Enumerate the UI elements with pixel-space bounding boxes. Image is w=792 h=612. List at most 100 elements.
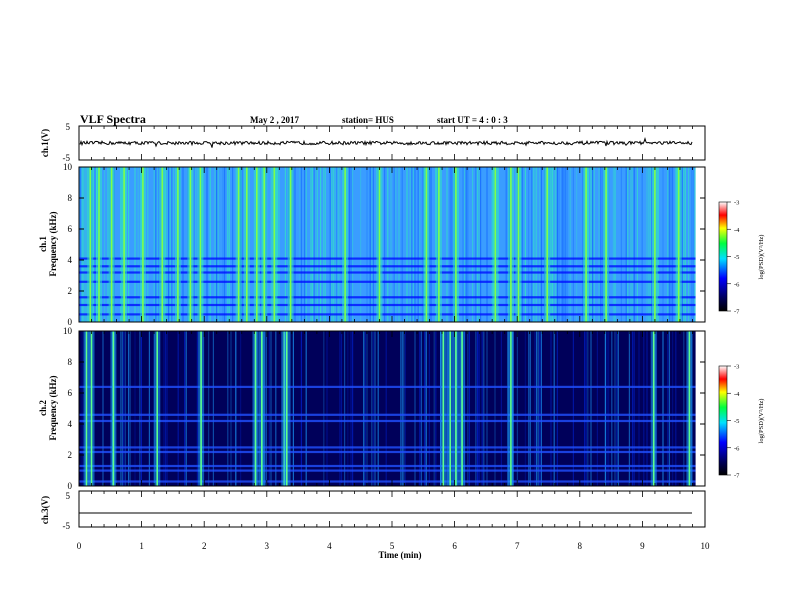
spectrogram-noise-streak (528, 167, 530, 322)
colorbar-tick-label: -6 (734, 445, 740, 452)
time-tick-label: 4 (327, 541, 332, 551)
spectrogram-noise-streak (300, 331, 302, 486)
spectrogram-noise-streak (134, 167, 136, 322)
spectrogram-noise-streak (481, 331, 483, 486)
spectrogram-noise-streak (667, 167, 669, 322)
spectrogram-noise-streak (310, 167, 312, 322)
spectrogram-broadband-event (177, 167, 179, 322)
spectrogram-noise-streak (649, 167, 651, 322)
spectrogram-noise-streak (592, 167, 594, 322)
spectrogram-noise-streak (596, 331, 598, 486)
spectrogram-broadband-event (286, 331, 288, 486)
spectrogram-noise-streak (449, 167, 451, 322)
spectrogram-noise-streak (299, 167, 301, 322)
spectrogram-noise-streak (428, 331, 430, 486)
spectrogram-noise-streak (507, 331, 509, 486)
spectrogram-noise-streak (155, 167, 157, 322)
spectrogram-noise-streak (102, 331, 104, 486)
spectrogram-frequency-band (79, 480, 696, 483)
time-tick-label: 7 (515, 541, 520, 551)
spectrogram-noise-streak (80, 167, 82, 322)
spectrogram-noise-streak (417, 167, 419, 322)
spectrogram-noise-streak (214, 167, 216, 322)
spectrogram-noise-streak (347, 331, 349, 486)
spectrogram-noise-streak (123, 331, 125, 486)
spectrogram-noise-streak (419, 331, 421, 486)
spectrogram-noise-streak (334, 167, 336, 322)
spectrogram-noise-streak (81, 331, 83, 486)
frequency-tick-label: 2 (68, 450, 73, 460)
spectrogram-noise-streak (412, 167, 414, 322)
spectrogram-frequency-band (79, 313, 696, 316)
spectrogram-noise-streak (670, 167, 672, 322)
colorbar-tick-label: -5 (734, 418, 739, 425)
spectrogram-noise-streak (156, 167, 158, 322)
spectrogram-noise-streak (584, 331, 586, 486)
spectrogram-broadband-event (605, 167, 607, 322)
spectrogram-noise-streak (182, 167, 184, 322)
frequency-tick-label: 8 (68, 193, 73, 203)
spectrogram-noise-streak (316, 167, 318, 322)
spectrogram-noise-streak (620, 167, 622, 322)
spectrogram-frequency-band (79, 446, 696, 449)
spectrogram-noise-streak (227, 331, 229, 486)
frequency-tick-label: 8 (68, 357, 73, 367)
spectrogram-noise-streak (363, 331, 365, 486)
time-tick-label: 10 (701, 541, 711, 551)
spectrogram-noise-streak (92, 167, 94, 322)
spectrogram-noise-streak (585, 331, 587, 486)
spectrogram-noise-streak (216, 167, 218, 322)
time-tick-label: 1 (139, 541, 144, 551)
spectrogram-noise-streak (366, 167, 368, 322)
spectrogram-noise-streak (206, 167, 208, 322)
spectrogram-noise-streak (536, 331, 538, 486)
spectrogram-noise-streak (537, 331, 539, 486)
spectrogram-broadband-event (90, 331, 93, 486)
spectrogram-noise-streak (374, 331, 376, 486)
spectrogram-noise-streak (563, 167, 565, 322)
spectrogram-noise-streak (320, 167, 322, 322)
spectrogram-noise-streak (222, 167, 224, 322)
spectrogram-noise-streak (120, 331, 122, 486)
spectrogram-noise-streak (104, 167, 106, 322)
spectrogram-noise-streak (208, 331, 210, 486)
spectrogram-noise-streak (153, 331, 155, 486)
spectrogram-noise-streak (628, 331, 630, 486)
time-tick-label: 3 (265, 541, 270, 551)
spectrogram-noise-streak (305, 167, 307, 322)
spectrogram-noise-streak (414, 331, 416, 486)
spectrogram-noise-streak (409, 167, 411, 322)
spectrogram-frequency-band (79, 385, 696, 388)
spectrogram-broadband-event (677, 167, 680, 322)
time-tick-label: 6 (452, 541, 457, 551)
x-axis-label: Time (min) (378, 550, 421, 560)
ch1-ytick-bottom: -5 (63, 153, 71, 163)
spectrogram-noise-streak (414, 167, 416, 322)
spectrogram-noise-streak (657, 167, 659, 322)
spectrogram-noise-streak (129, 331, 131, 486)
spectrogram-noise-streak (601, 167, 603, 322)
spectrogram-noise-streak (128, 331, 130, 486)
spectrogram-noise-streak (433, 331, 435, 486)
spectrogram-broadband-event (263, 167, 266, 322)
spectrogram-noise-streak (486, 167, 488, 322)
spectrogram-noise-streak (505, 167, 507, 322)
frequency-tick-label: 10 (63, 162, 73, 172)
spectrogram-noise-streak (169, 167, 171, 322)
spectrogram-noise-streak (120, 167, 122, 322)
spectrogram-noise-streak (435, 331, 437, 486)
spectrogram-noise-streak (564, 167, 566, 322)
spectrogram-frequency-band (79, 271, 696, 274)
spectrogram-noise-streak (667, 331, 669, 486)
spectrogram-noise-streak (611, 331, 613, 486)
spectrogram-noise-streak (462, 167, 464, 322)
spectrogram-noise-streak (625, 167, 627, 322)
spectrogram-broadband-event (189, 167, 192, 322)
spectrogram-noise-streak (539, 167, 541, 322)
spectrogram-noise-streak (534, 331, 536, 486)
spectrogram-noise-streak (268, 331, 270, 486)
spectrogram-noise-streak (232, 167, 234, 322)
spectrogram-noise-streak (406, 167, 408, 322)
spectrogram-noise-streak (344, 331, 346, 486)
spectrogram-noise-streak (158, 167, 160, 322)
